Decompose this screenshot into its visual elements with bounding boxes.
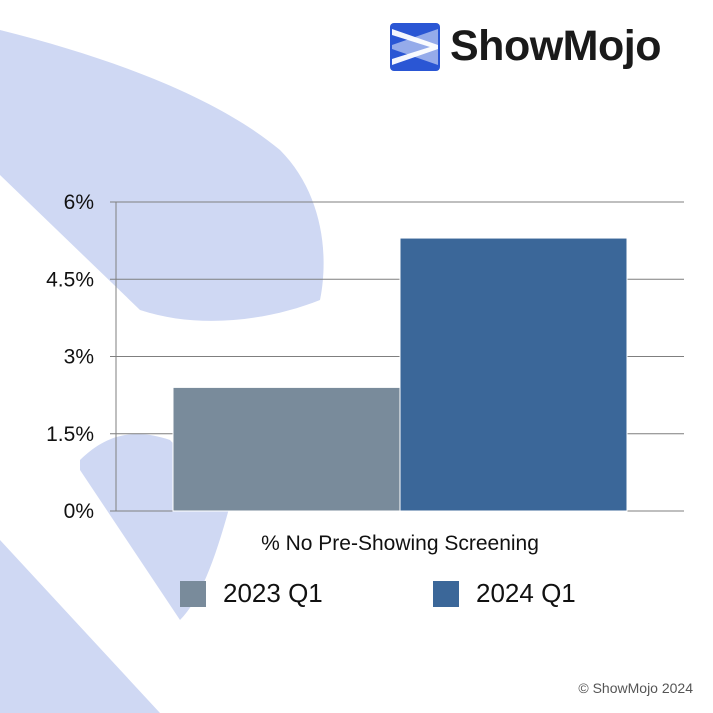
legend-item-2024: 2024 Q1 bbox=[433, 578, 576, 609]
y-tick-label: 0% bbox=[64, 500, 94, 523]
y-tick-label: 3% bbox=[64, 346, 94, 369]
showmojo-logo-icon bbox=[390, 22, 440, 71]
showmojo-logo: ShowMojo bbox=[390, 22, 661, 71]
background-shape-top bbox=[0, 30, 324, 321]
y-tick-label: 4.5% bbox=[46, 268, 94, 291]
y-axis-ticks: 0% 1.5% 3% 4.5% 6% bbox=[46, 191, 94, 523]
chart-bars bbox=[172, 237, 628, 512]
x-axis-label: % No Pre-Showing Screening bbox=[261, 532, 539, 555]
bar-2023-q1 bbox=[172, 386, 401, 512]
legend-item-2023: 2023 Q1 bbox=[180, 578, 323, 609]
legend-label-2023: 2023 Q1 bbox=[223, 578, 323, 608]
y-tick-label: 6% bbox=[64, 191, 94, 214]
legend-swatch-2023 bbox=[180, 580, 206, 607]
y-tick-label: 1.5% bbox=[46, 423, 94, 446]
copyright-text: © ShowMojo 2024 bbox=[578, 680, 693, 696]
legend-label-2024: 2024 Q1 bbox=[476, 578, 576, 608]
bar-2024-q1 bbox=[399, 237, 628, 512]
brand-name: ShowMojo bbox=[450, 22, 661, 70]
legend-swatch-2024 bbox=[433, 580, 459, 607]
